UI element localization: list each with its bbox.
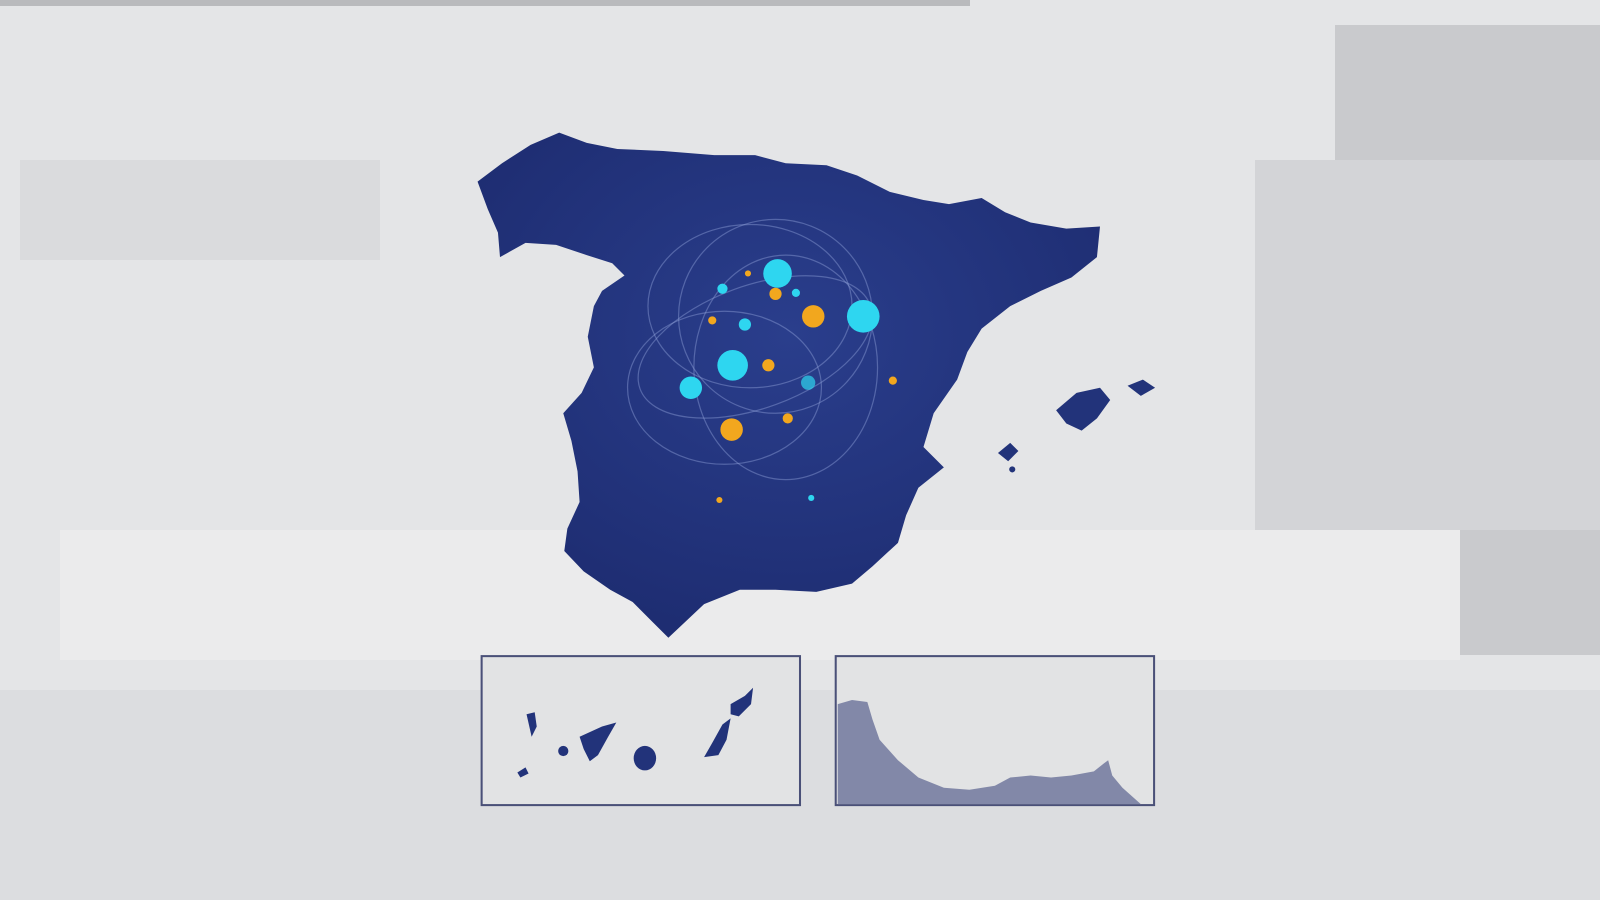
- orange-marker: [769, 287, 782, 300]
- cyan-marker: [763, 259, 792, 288]
- orange-marker: [720, 418, 743, 441]
- orange-marker: [716, 496, 723, 504]
- orange-marker: [762, 359, 775, 372]
- background-band: [20, 160, 380, 260]
- cyan-markers: [679, 259, 880, 502]
- cyan-marker: [717, 283, 728, 294]
- orange-marker: [782, 413, 793, 424]
- ceuta-melilla-inset: [834, 655, 1156, 807]
- cyan-marker: [801, 375, 816, 390]
- orange-marker: [888, 376, 897, 385]
- cyan-marker: [846, 300, 880, 333]
- formentera: [1009, 466, 1016, 473]
- orange-markers: [708, 270, 897, 504]
- cyan-marker: [738, 318, 752, 331]
- cyan-marker: [717, 350, 748, 381]
- mallorca: [1056, 387, 1111, 431]
- canary-islands-inset: [480, 655, 802, 807]
- cyan-marker: [679, 376, 703, 399]
- background-band: [1255, 160, 1600, 530]
- menorca: [1127, 379, 1156, 396]
- orange-marker: [708, 316, 717, 325]
- ibiza: [997, 442, 1019, 462]
- mainland-spain: [477, 132, 1100, 638]
- cyan-marker: [808, 494, 815, 502]
- orange-marker: [744, 270, 752, 277]
- orange-marker: [802, 305, 825, 328]
- background-band: [0, 0, 970, 6]
- cyan-marker: [791, 288, 800, 297]
